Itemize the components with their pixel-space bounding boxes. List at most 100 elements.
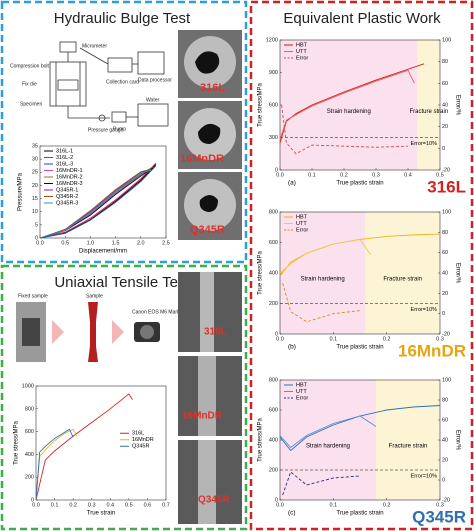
panel-title: Equivalent Plastic Work — [283, 10, 441, 27]
x-tick-label: 0.7 — [162, 502, 170, 508]
region — [365, 212, 440, 334]
legend-label: Q345R-3 — [56, 200, 78, 206]
y2-tick-label: 0 — [442, 311, 445, 317]
bulge-photos — [178, 30, 242, 240]
photo-label: 316L — [204, 327, 227, 338]
series-line — [35, 428, 74, 501]
panel-label: (c) — [288, 510, 296, 517]
y-tick-label: 400 — [25, 452, 34, 458]
x-tick-label: 0.5 — [436, 172, 444, 178]
region-label: Fracture strain — [383, 277, 422, 283]
y-tick-label: 300 — [269, 135, 278, 141]
series-line — [279, 69, 415, 140]
x-tick-label: 0.4 — [106, 502, 114, 508]
y-tick-label: 200 — [269, 467, 278, 473]
panel-title: Hydraulic Bulge Test — [54, 10, 191, 27]
y-axis-label: True stress/MPa — [258, 82, 264, 126]
y-tick-label: 400 — [269, 437, 278, 443]
y-tick-label: 0 — [31, 497, 34, 503]
material-label: 16MnDR — [398, 341, 466, 360]
y2-tick-label: 20 — [442, 457, 448, 463]
error-threshold-label: Error=10% — [411, 141, 438, 147]
x-tick-label: 0.5 — [125, 502, 133, 508]
photo-label: 316L — [200, 82, 225, 94]
y2-tick-label: 20 — [442, 124, 448, 130]
y2-tick-label: -20 — [442, 167, 450, 173]
legend-label: Q345R — [132, 444, 149, 450]
legend-label: 16MnDR-2 — [56, 174, 83, 180]
legend-label: Q345R-2 — [56, 194, 78, 200]
y2-tick-label: 40 — [442, 102, 448, 108]
y-tick-label: 800 — [25, 406, 34, 412]
region-label: Fracture strain — [389, 444, 428, 450]
series-line — [39, 168, 151, 239]
x-tick-label: 0.2 — [340, 172, 348, 178]
x-tick-label: 0.6 — [144, 502, 152, 508]
schematic-label: Canon EOS M6 MarkII — [132, 309, 182, 315]
y-tick-label: 0 — [275, 167, 278, 173]
schematic-label: Pressure gauge — [88, 127, 124, 133]
y-tick-label: 20 — [32, 183, 38, 189]
series-line — [282, 283, 361, 323]
y-axis-label: Pressure/MPa — [18, 172, 24, 211]
y2-axis-label: Error/% — [454, 95, 460, 116]
plot-frame — [35, 385, 167, 501]
y-tick-label: 800 — [269, 377, 278, 383]
work-panel — [249, 0, 474, 531]
series-line — [279, 238, 372, 274]
y-tick-label: 0 — [35, 235, 38, 241]
y-tick-label: 30 — [32, 157, 38, 163]
legend-label: 316L-2 — [56, 155, 73, 161]
legend-label: 316L-3 — [56, 161, 73, 167]
legend-label: UTT — [296, 389, 307, 395]
x-tick-label: 0.1 — [330, 336, 338, 342]
x-tick-label: 0.0 — [32, 502, 40, 508]
legend-label: 316L — [132, 431, 144, 437]
legend-label: 16MnDR-3 — [56, 181, 83, 187]
y-axis-label: True stress/MPa — [258, 250, 264, 294]
x-tick-label: 0.4 — [404, 172, 412, 178]
y-tick-label: 10 — [32, 209, 38, 215]
photo-label: Q345R — [198, 495, 230, 506]
region — [280, 380, 376, 500]
x-axis-label: Displacement/mm — [79, 249, 127, 255]
legend-label: HBT — [296, 214, 308, 220]
plot-frame — [39, 145, 167, 239]
y2-tick-label: 100 — [442, 209, 451, 215]
y2-tick-label: 80 — [442, 230, 448, 236]
y2-tick-label: 60 — [442, 250, 448, 256]
series-line — [279, 63, 425, 144]
photo-label: 16MnDR — [180, 153, 224, 165]
x-tick-label: 0.3 — [88, 502, 96, 508]
schematic-label: Micrometer — [82, 43, 107, 49]
y-tick-label: 35 — [32, 143, 38, 149]
y-axis-label: True stress/MPa — [14, 420, 20, 464]
y-tick-label: 200 — [25, 475, 34, 481]
photo-label: Q345R — [190, 224, 225, 236]
y-tick-label: 0 — [275, 497, 278, 503]
y2-tick-label: 0 — [442, 146, 445, 152]
x-tick-label: 0.5 — [61, 240, 69, 246]
photo-label: 16MnDR — [182, 411, 223, 422]
series-line — [35, 393, 133, 501]
material-label: 316L — [427, 177, 466, 196]
bulge-panel — [0, 0, 248, 264]
y-tick-label: 5 — [35, 222, 38, 228]
legend-label: UTT — [296, 221, 307, 227]
y2-axis-label: Error/% — [454, 430, 460, 451]
legend-label: Error — [296, 395, 308, 401]
bulge-schematic — [49, 41, 169, 127]
y2-tick-label: 20 — [442, 291, 448, 297]
error-threshold-label: Error=10% — [411, 473, 438, 479]
region — [280, 212, 366, 334]
x-tick-label: 0.0 — [276, 172, 284, 178]
schematic-label: Compression bolt — [10, 63, 50, 69]
y2-tick-label: -20 — [442, 331, 450, 337]
error-threshold-label: Error=10% — [411, 307, 438, 313]
region — [376, 380, 440, 500]
y-axis-label: True stress/MPa — [258, 417, 264, 461]
x-tick-label: 0.1 — [330, 502, 338, 508]
x-tick-label: 0.2 — [383, 336, 391, 342]
region-label: Fracture strain — [409, 109, 448, 115]
y-tick-label: 600 — [269, 102, 278, 108]
